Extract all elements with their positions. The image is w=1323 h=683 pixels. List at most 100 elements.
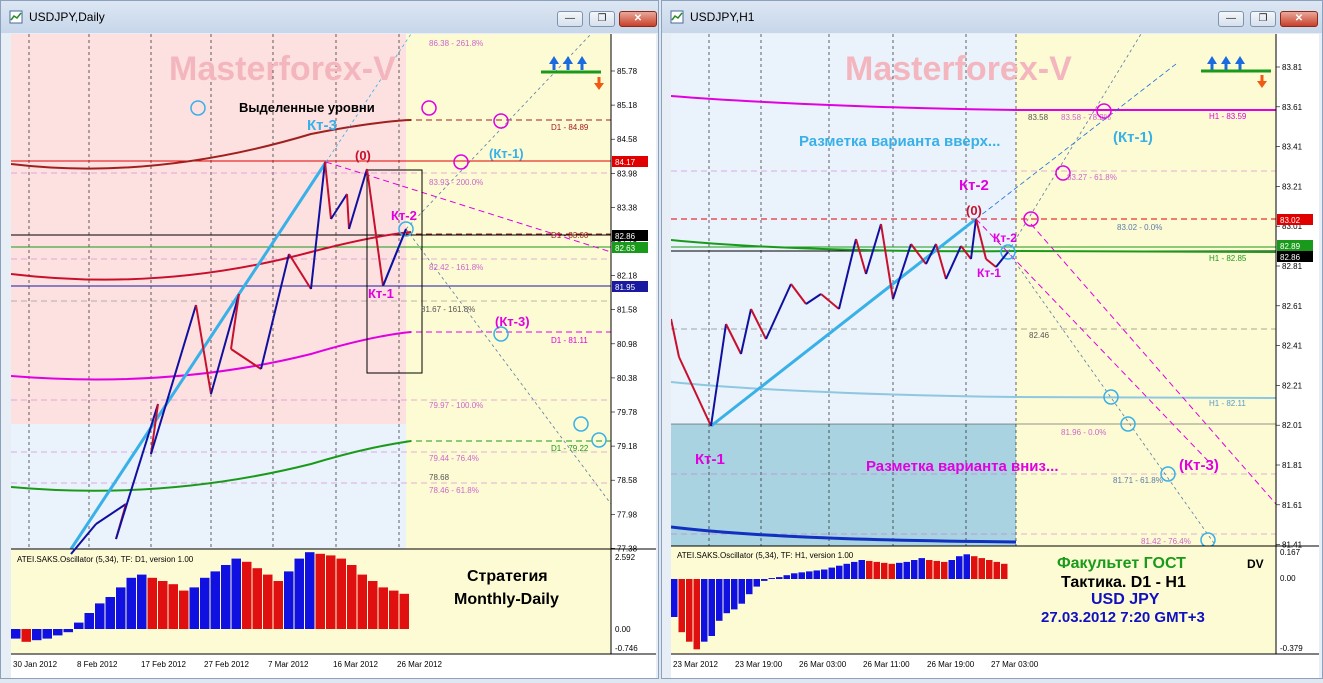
zigzag-segment xyxy=(230,293,240,350)
oscillator-bar xyxy=(273,581,283,629)
price-axis-label: 83.61 xyxy=(1282,103,1303,112)
oscillator-bar xyxy=(315,553,325,629)
zigzag-segment xyxy=(150,403,159,455)
price-axis-label: 81.41 xyxy=(1282,541,1303,550)
h1-bottom-curve xyxy=(670,525,1017,544)
oscillator-axis: 0.167 0.00 -0.379 xyxy=(1280,548,1303,653)
datetime-label: 27.03.2012 7:20 GMT+3 xyxy=(1041,609,1205,626)
svg-text:78.68: 78.68 xyxy=(429,473,450,482)
title-bar[interactable]: USDJPY,H1 — ❐ ✕ xyxy=(662,1,1322,33)
zigzag-segment xyxy=(95,503,127,525)
oscillator-bar xyxy=(836,565,843,579)
price-tags: 83.02 82.89 82.86 xyxy=(1277,214,1313,262)
price-axis-bg xyxy=(1276,34,1319,678)
svg-text:83.58: 83.58 xyxy=(1028,113,1049,122)
title-bar[interactable]: USDJPY,Daily — ❐ ✕ xyxy=(1,1,658,33)
zigzag-segment xyxy=(765,283,792,340)
variant-down-label: Разметка варианта вниз... xyxy=(866,458,1059,475)
projection-up xyxy=(1007,33,1142,253)
price-axis-label: 82.18 xyxy=(617,272,638,281)
oscillator-bar xyxy=(32,629,42,641)
price-axis-label: 85.78 xyxy=(617,67,638,76)
chart-area[interactable]: Masterforex-V Разметка варианта вверх...… xyxy=(670,33,1319,678)
h1-lower-curve xyxy=(670,381,1277,399)
oscillator-bar xyxy=(806,571,813,579)
pair-label: USD JPY xyxy=(1091,591,1160,608)
oscillator-bar xyxy=(686,579,693,642)
price-axis-label: 83.38 xyxy=(617,203,638,212)
minimize-button[interactable]: — xyxy=(557,11,583,27)
oscillator-bar xyxy=(168,584,178,629)
zigzag-segment xyxy=(975,218,987,260)
price-axis-label: 80.98 xyxy=(617,340,638,349)
time-axis: 30 Jan 2012 8 Feb 2012 17 Feb 2012 27 Fe… xyxy=(13,660,442,669)
marker-circles xyxy=(1000,103,1216,548)
zigzag-segment xyxy=(115,403,159,540)
chart-window-daily[interactable]: USDJPY,Daily — ❐ ✕ xyxy=(0,0,659,679)
oscillator-label: ATEI.SAKS.Oscillator (5,34), TF: D1, ver… xyxy=(17,555,194,564)
chart-window-h1[interactable]: USDJPY,H1 — ❐ ✕ xyxy=(661,0,1323,679)
chart-area[interactable]: Masterforex-V Выделенные уровни Кт-3 (0)… xyxy=(10,33,656,678)
lower-zone xyxy=(671,424,1016,546)
window-title: USDJPY,H1 xyxy=(690,10,755,24)
zigzag-segment xyxy=(230,348,262,370)
daily-chart-svg[interactable]: Masterforex-V Выделенные уровни Кт-3 (0)… xyxy=(10,33,656,678)
zigzag-segment xyxy=(740,308,752,355)
oscillator-bar xyxy=(210,571,220,629)
zigzag-segment xyxy=(288,253,312,290)
oscillator-bar xyxy=(888,563,895,579)
svg-text:17 Feb 2012: 17 Feb 2012 xyxy=(141,660,186,669)
oscillator-bar xyxy=(63,629,73,633)
oscillator-bar xyxy=(791,573,798,579)
close-button[interactable]: ✕ xyxy=(1280,11,1318,27)
bearish-zone xyxy=(11,34,406,424)
oscillator-bar xyxy=(986,560,993,579)
restore-button[interactable]: ❐ xyxy=(1250,11,1276,27)
down-arrow-icon xyxy=(594,77,604,90)
svg-text:0.00: 0.00 xyxy=(1280,574,1296,583)
oscillator-bar xyxy=(126,577,136,629)
price-axis-label: 82.01 xyxy=(1282,421,1303,430)
oscillator-bar xyxy=(708,579,715,636)
svg-text:27 Feb 2012: 27 Feb 2012 xyxy=(204,660,249,669)
price-axis-label: 82.41 xyxy=(1282,342,1303,351)
tactic-label: Тактика. D1 - H1 xyxy=(1061,574,1186,591)
zigzag-segment xyxy=(382,228,407,287)
oscillator-bar xyxy=(284,571,294,629)
price-axis-label: 85.18 xyxy=(617,101,638,110)
oscillator-bar xyxy=(926,560,933,579)
oscillator-bar xyxy=(776,577,783,579)
oscillator-bar xyxy=(956,556,963,579)
fib-labels: 86.38 - 261.8% 83.93 - 200.0% 82.42 - 16… xyxy=(421,39,483,495)
svg-text:23 Mar 19:00: 23 Mar 19:00 xyxy=(735,660,783,669)
price-tag xyxy=(1277,214,1313,225)
oscillator-bar xyxy=(918,558,925,579)
middle-band-curve xyxy=(10,231,412,281)
price-tag xyxy=(612,281,648,292)
oscillator-bar xyxy=(252,568,262,629)
h1-chart-svg[interactable]: Masterforex-V Разметка варианта вверх...… xyxy=(670,33,1319,678)
close-button[interactable]: ✕ xyxy=(619,11,657,27)
restore-button[interactable]: ❐ xyxy=(589,11,615,27)
svg-text:H1 - 83.59: H1 - 83.59 xyxy=(1209,112,1247,121)
oscillator-bar xyxy=(843,563,850,579)
price-axis-label: 83.01 xyxy=(1282,222,1303,231)
zigzag-segment xyxy=(945,245,962,280)
oscillator-bar xyxy=(821,569,828,579)
zigzag-segment xyxy=(750,308,767,340)
price-axis-label: 83.41 xyxy=(1282,143,1303,152)
svg-text:27 Mar 03:00: 27 Mar 03:00 xyxy=(991,660,1039,669)
svg-text:0.00: 0.00 xyxy=(615,625,631,634)
price-axis-label: 82.21 xyxy=(1282,381,1303,390)
svg-text:81.71 - 61.8%: 81.71 - 61.8% xyxy=(1113,476,1163,485)
svg-text:26 Mar 11:00: 26 Mar 11:00 xyxy=(863,660,910,669)
oscillator-bar xyxy=(993,561,1000,579)
price-axis-label: 84.58 xyxy=(617,135,638,144)
svg-text:8 Feb 2012: 8 Feb 2012 xyxy=(77,660,118,669)
oscillator-bar xyxy=(231,558,241,629)
oscillator-bar xyxy=(873,561,880,579)
oscillator-bar xyxy=(881,562,888,579)
minimize-button[interactable]: — xyxy=(1218,11,1244,27)
oscillator-bar xyxy=(716,579,723,621)
oscillator-bar xyxy=(978,558,985,579)
